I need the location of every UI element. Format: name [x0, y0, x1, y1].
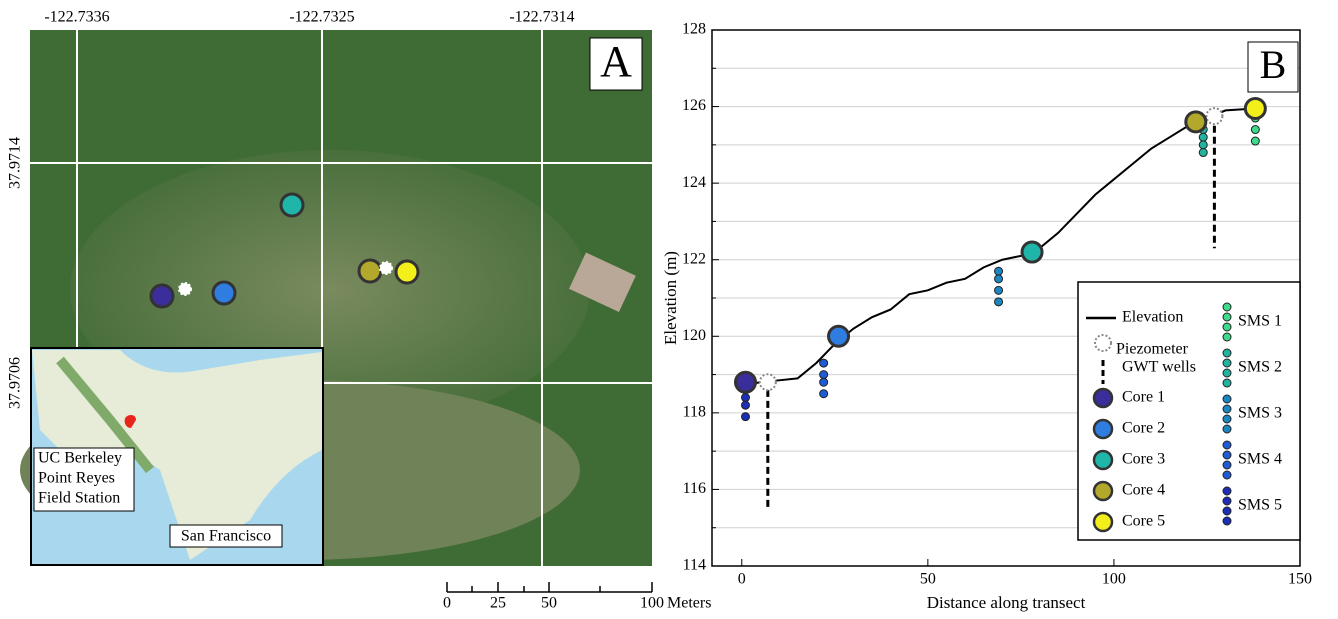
sms-sensor: [820, 378, 828, 386]
sms-sensor: [995, 267, 1003, 275]
sms-sensor: [1251, 126, 1259, 134]
core: [735, 372, 755, 392]
legend-label: SMS 2: [1238, 359, 1282, 376]
legend-label: Piezometer: [1116, 341, 1189, 358]
legend-swatch: [1223, 487, 1231, 495]
legend-swatch: [1223, 497, 1231, 505]
legend-swatch: [1223, 507, 1231, 515]
legend-label: Core 3: [1122, 451, 1165, 468]
x-tick-label: 0: [738, 571, 746, 588]
piezometer: [760, 374, 776, 390]
sms-sensor: [995, 298, 1003, 306]
legend-swatch: [1223, 379, 1231, 387]
x-tick-label: 150: [1288, 571, 1312, 588]
core: [1022, 242, 1042, 262]
scale-label: 0: [443, 595, 451, 612]
legend-swatch: [1223, 471, 1231, 479]
sms-sensor: [741, 394, 749, 402]
piezometer: [1206, 108, 1222, 124]
lat-tick: 37.9706: [7, 357, 24, 409]
y-axis-label: Elevation (m): [661, 251, 680, 345]
legend-swatch: [1094, 482, 1112, 500]
legend-swatch: [1094, 389, 1112, 407]
legend-swatch: [1094, 513, 1112, 531]
legend-label: Core 1: [1122, 389, 1165, 406]
sms-sensor: [741, 413, 749, 421]
y-tick-label: 114: [683, 557, 706, 574]
legend-swatch: [1223, 359, 1231, 367]
site-line: UC Berkeley: [38, 450, 122, 467]
sms-sensor: [1199, 133, 1207, 141]
legend-swatch: [1223, 517, 1231, 525]
y-tick-label: 122: [682, 250, 706, 267]
core: [829, 326, 849, 346]
legend-swatch: [1094, 451, 1112, 469]
sms-sensor: [820, 371, 828, 379]
site-line: Field Station: [38, 490, 120, 507]
legend-label: GWT wells: [1122, 359, 1196, 376]
y-tick-label: 128: [682, 21, 706, 38]
core: [1245, 98, 1265, 118]
lat-tick: 37.9714: [7, 137, 24, 189]
sms-sensor: [995, 275, 1003, 283]
site-line: Point Reyes: [38, 470, 115, 487]
legend-swatch: [1223, 425, 1231, 433]
scale-unit: Meters: [667, 595, 711, 612]
sms-sensor: [995, 286, 1003, 294]
legend-label: Core 4: [1122, 482, 1165, 499]
legend-swatch: [1223, 461, 1231, 469]
scale-label: 50: [541, 595, 557, 612]
legend-label: SMS 1: [1238, 313, 1282, 330]
scale-label: 100: [640, 595, 664, 612]
legend-swatch: [1094, 420, 1112, 438]
legend-swatch: [1223, 323, 1231, 331]
legend-swatch: [1223, 395, 1231, 403]
legend-label: Core 5: [1122, 513, 1165, 530]
core: [1186, 112, 1206, 132]
sms-sensor: [1199, 149, 1207, 157]
legend-swatch: [1223, 451, 1231, 459]
legend-swatch: [1223, 349, 1231, 357]
y-tick-label: 120: [682, 327, 706, 344]
y-tick-label: 118: [683, 404, 706, 421]
site-label: UC Berkeley Point Reyes Field Station: [34, 448, 134, 511]
lon-tick: -122.7336: [44, 9, 109, 26]
scale-bar: [447, 582, 652, 592]
legend-label: Elevation: [1122, 309, 1183, 326]
x-axis-label: Distance along transect: [927, 593, 1086, 612]
sms-sensor: [741, 401, 749, 409]
map-panel: -122.7336 -122.7325 -122.7314 37.9714 37…: [7, 9, 712, 612]
panel-label: A: [600, 37, 632, 86]
legend-swatch: [1223, 415, 1231, 423]
sms-sensor: [1251, 137, 1259, 145]
legend-label: Core 2: [1122, 420, 1165, 437]
y-tick-label: 124: [682, 174, 706, 191]
city-label: San Francisco: [181, 528, 271, 545]
legend-swatch: [1223, 369, 1231, 377]
legend-swatch: [1223, 313, 1231, 321]
y-tick-label: 116: [683, 480, 706, 497]
legend-swatch: [1223, 405, 1231, 413]
figure: -122.7336 -122.7325 -122.7314 37.9714 37…: [0, 0, 1338, 614]
panel-label: B: [1260, 42, 1287, 87]
scale-label: 25: [490, 595, 506, 612]
legend-swatch: [1223, 333, 1231, 341]
sms-sensor: [820, 390, 828, 398]
legend-swatch: [1223, 441, 1231, 449]
legend-label: SMS 4: [1238, 451, 1282, 468]
sms-sensor: [820, 359, 828, 367]
x-tick-label: 50: [920, 571, 936, 588]
x-tick-label: 100: [1102, 571, 1126, 588]
piezometer: [1095, 335, 1111, 351]
legend-label: SMS 3: [1238, 405, 1282, 422]
legend-swatch: [1223, 303, 1231, 311]
y-tick-label: 126: [682, 97, 706, 114]
sms-sensor: [1199, 141, 1207, 149]
lon-tick: -122.7325: [289, 9, 354, 26]
chart-panel: 114 116 118 120 122 124 126 128 0 50 100 150 Distanc…: [661, 21, 1312, 612]
legend-label: SMS 5: [1238, 497, 1282, 514]
lon-tick: -122.7314: [509, 9, 574, 26]
